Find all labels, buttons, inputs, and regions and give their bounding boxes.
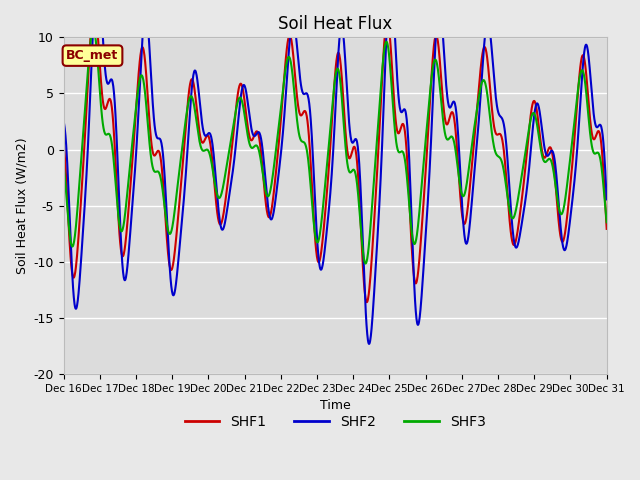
SHF3 [362, 261, 369, 266]
SHF3 [302, 143, 310, 148]
Legend: SHF1, SHF2, SHF3: SHF1, SHF2, SHF3 [179, 409, 491, 434]
Line: SHF1: SHF1 [63, 7, 607, 302]
SHF2 [291, 22, 298, 27]
SHF3 [312, 234, 319, 240]
SHF2 [369, 301, 377, 307]
SHF3 [124, 181, 132, 187]
Line: SHF2: SHF2 [63, 0, 607, 344]
SHF1 [369, 230, 377, 236]
Title: Soil Heat Flux: Soil Heat Flux [278, 15, 392, 33]
SHF3 [291, 91, 298, 96]
SHF2 [124, 256, 132, 262]
SHF1 [302, 109, 310, 115]
SHF2 [365, 341, 373, 347]
SHF1 [102, 105, 110, 111]
SHF3 [102, 132, 110, 138]
Y-axis label: Soil Heat Flux (W/m2): Soil Heat Flux (W/m2) [15, 137, 28, 274]
Line: SHF3: SHF3 [63, 29, 607, 264]
SHF1 [363, 300, 371, 305]
SHF2 [60, 119, 67, 125]
SHF2 [312, 205, 319, 211]
Text: BC_met: BC_met [67, 49, 118, 62]
SHF2 [302, 91, 310, 96]
SHF3 [60, 163, 67, 169]
SHF1 [291, 65, 298, 71]
SHF1 [90, 4, 98, 10]
SHF3 [369, 184, 377, 190]
SHF2 [603, 196, 611, 202]
SHF1 [60, 139, 67, 144]
SHF1 [312, 240, 319, 245]
SHF2 [102, 74, 110, 80]
SHF3 [603, 219, 611, 225]
X-axis label: Time: Time [320, 399, 351, 412]
SHF3 [90, 26, 97, 32]
SHF1 [603, 226, 611, 232]
SHF1 [124, 211, 132, 217]
